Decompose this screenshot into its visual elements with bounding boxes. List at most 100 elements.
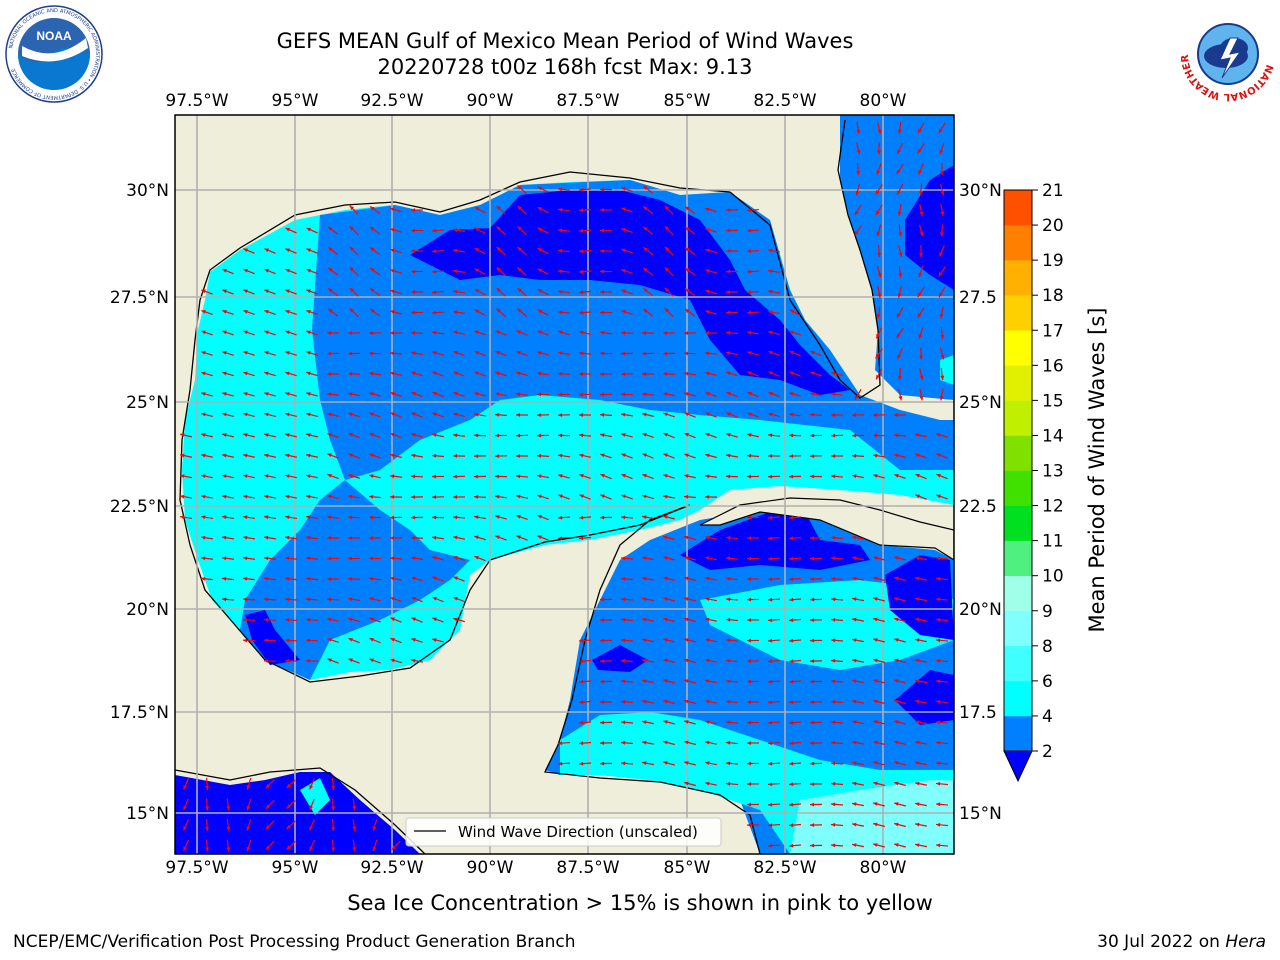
wave-direction-arrow <box>410 658 424 663</box>
colorbar-tick-label: 13 <box>1042 462 1064 482</box>
wave-direction-arrow <box>663 556 675 561</box>
lat-tick-label-right: 27.5 <box>959 288 997 308</box>
wave-direction-arrow <box>263 535 277 540</box>
wave-direction-arrow <box>327 453 339 459</box>
wave-direction-arrow <box>349 287 359 297</box>
wave-direction-arrow <box>620 638 634 643</box>
wave-direction-arrow <box>747 412 759 418</box>
wave-direction-arrow <box>411 576 423 582</box>
wave-direction-arrow <box>515 413 529 417</box>
wave-direction-arrow <box>939 388 944 401</box>
wave-direction-arrow <box>939 224 944 237</box>
wave-direction-arrow <box>641 392 655 397</box>
wave-direction-arrow <box>599 208 613 212</box>
wave-direction-arrow <box>725 474 739 479</box>
wave-direction-arrow <box>306 433 318 438</box>
wave-direction-arrow <box>557 289 571 294</box>
wave-direction-arrow <box>347 576 361 581</box>
wave-direction-arrow <box>474 330 486 336</box>
wave-direction-arrow <box>578 228 592 233</box>
wave-direction-arrow <box>851 822 865 827</box>
wave-direction-arrow <box>830 802 844 807</box>
wave-direction-arrow <box>515 433 529 438</box>
wave-direction-arrow <box>663 515 675 520</box>
wave-direction-arrow <box>725 740 739 745</box>
wave-direction-arrow <box>410 474 424 479</box>
wave-direction-arrow <box>914 433 928 438</box>
wave-direction-arrow <box>599 351 613 356</box>
wave-direction-arrow <box>894 720 906 725</box>
lat-tick-label: 17.5°N <box>110 703 169 723</box>
wave-direction-arrow <box>725 351 739 356</box>
wave-direction-arrow <box>830 392 844 397</box>
wave-direction-arrow <box>875 348 883 359</box>
wave-direction-arrow <box>877 142 881 155</box>
wave-direction-arrow <box>704 576 718 581</box>
wave-direction-arrow <box>347 494 361 499</box>
wave-direction-arrow <box>242 556 256 561</box>
wave-direction-arrow <box>856 162 861 176</box>
wave-direction-arrow <box>935 781 949 786</box>
lat-tick-label-right: 20°N <box>959 600 1002 620</box>
lon-tick-label: 95°W <box>272 91 319 111</box>
wave-direction-arrow <box>578 290 592 295</box>
wave-direction-arrow <box>725 208 739 212</box>
wave-direction-arrow <box>246 778 252 790</box>
atlantic-region-4-6s <box>940 355 954 385</box>
wave-direction-arrow <box>243 433 255 438</box>
wave-direction-arrow <box>432 412 444 418</box>
colorbar-tick-label: 4 <box>1042 707 1053 727</box>
wave-direction-arrow <box>873 638 885 643</box>
wave-direction-arrow <box>306 289 318 295</box>
wave-direction-arrow <box>939 245 945 257</box>
wave-direction-arrow <box>431 474 445 479</box>
wave-direction-arrow <box>935 556 949 561</box>
wave-direction-arrow <box>222 351 234 356</box>
colorbar-tick-label: 20 <box>1042 216 1064 236</box>
colorbar-tick-label: 19 <box>1042 251 1064 271</box>
wave-direction-arrow <box>641 617 655 622</box>
wave-direction-arrow <box>517 287 527 297</box>
wave-direction-arrow <box>767 515 781 520</box>
wave-direction-arrow <box>599 187 613 192</box>
wave-direction-arrow <box>474 392 486 397</box>
wave-direction-arrow <box>431 515 445 520</box>
wave-direction-arrow <box>599 249 613 253</box>
wave-direction-arrow <box>939 306 944 319</box>
wave-direction-arrow <box>767 700 781 705</box>
wave-direction-arrow <box>326 392 340 397</box>
wave-direction-arrow <box>579 473 591 480</box>
wave-direction-arrow <box>746 741 760 745</box>
wave-direction-arrow <box>348 658 360 664</box>
wave-direction-arrow <box>369 412 381 418</box>
wave-direction-arrow <box>368 515 382 520</box>
wave-direction-arrow <box>788 761 802 766</box>
wave-direction-arrow <box>453 330 465 336</box>
wave-direction-arrow <box>599 618 613 622</box>
wave-direction-arrow <box>390 371 402 376</box>
wave-direction-arrow <box>372 839 378 852</box>
wave-direction-arrow <box>641 761 655 766</box>
wave-direction-arrow <box>326 515 340 520</box>
wave-direction-arrow <box>390 228 402 233</box>
wave-direction-arrow <box>620 330 634 335</box>
wave-direction-arrow <box>390 432 402 439</box>
wave-direction-arrow <box>810 371 822 377</box>
wave-direction-arrow <box>599 228 613 233</box>
lat-tick-label: 20°N <box>126 600 169 620</box>
wave-direction-arrow <box>830 699 844 704</box>
wave-direction-arrow <box>914 658 928 663</box>
wave-direction-arrow <box>390 391 402 398</box>
wave-direction-arrow <box>263 556 277 561</box>
wave-direction-arrow <box>263 515 277 520</box>
wave-direction-arrow <box>767 248 781 253</box>
wave-direction-arrow <box>662 392 676 397</box>
wave-direction-arrow <box>347 556 361 561</box>
wave-direction-arrow <box>537 268 549 275</box>
wave-direction-arrow <box>935 802 949 807</box>
wave-direction-arrow <box>725 658 739 663</box>
wave-direction-arrow <box>368 331 382 336</box>
wave-direction-arrow <box>767 741 781 746</box>
wave-direction-arrow <box>768 350 780 357</box>
wave-direction-arrow <box>452 474 466 479</box>
